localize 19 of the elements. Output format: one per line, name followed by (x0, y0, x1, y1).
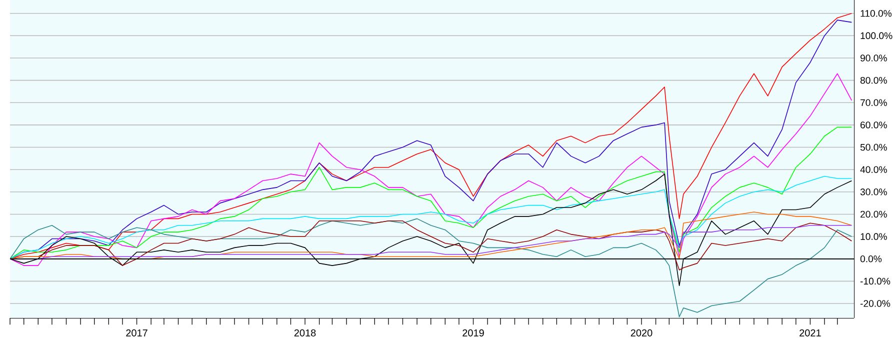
y-tick-label: 30.0% (860, 188, 887, 196)
y-tick-label: 70.0% (860, 99, 887, 106)
x-tick-label: 2017 (126, 329, 148, 336)
y-tick-label: 80.0% (860, 76, 887, 84)
y-tick-label: 100.0% (860, 32, 892, 40)
x-tick-label: 2020 (630, 329, 652, 336)
x-tick-label: 2018 (294, 329, 316, 336)
y-tick-label: 90.0% (860, 54, 887, 62)
x-tick-label: 2019 (462, 329, 484, 336)
y-tick-label: 10.0% (860, 233, 887, 240)
y-tick-label: 40.0% (860, 166, 887, 173)
y-tick-label: 20.0% (860, 210, 887, 218)
y-tick-label: -10.0% (860, 278, 890, 285)
y-tick-label: 60.0% (860, 122, 887, 128)
y-tick-label: 50.0% (860, 144, 887, 151)
x-tick-label: 2021 (800, 329, 821, 336)
y-tick-label: -20.0% (860, 300, 890, 307)
y-tick-label: 0.0% (860, 255, 882, 262)
y-tick-label: 110.0% (860, 10, 892, 17)
